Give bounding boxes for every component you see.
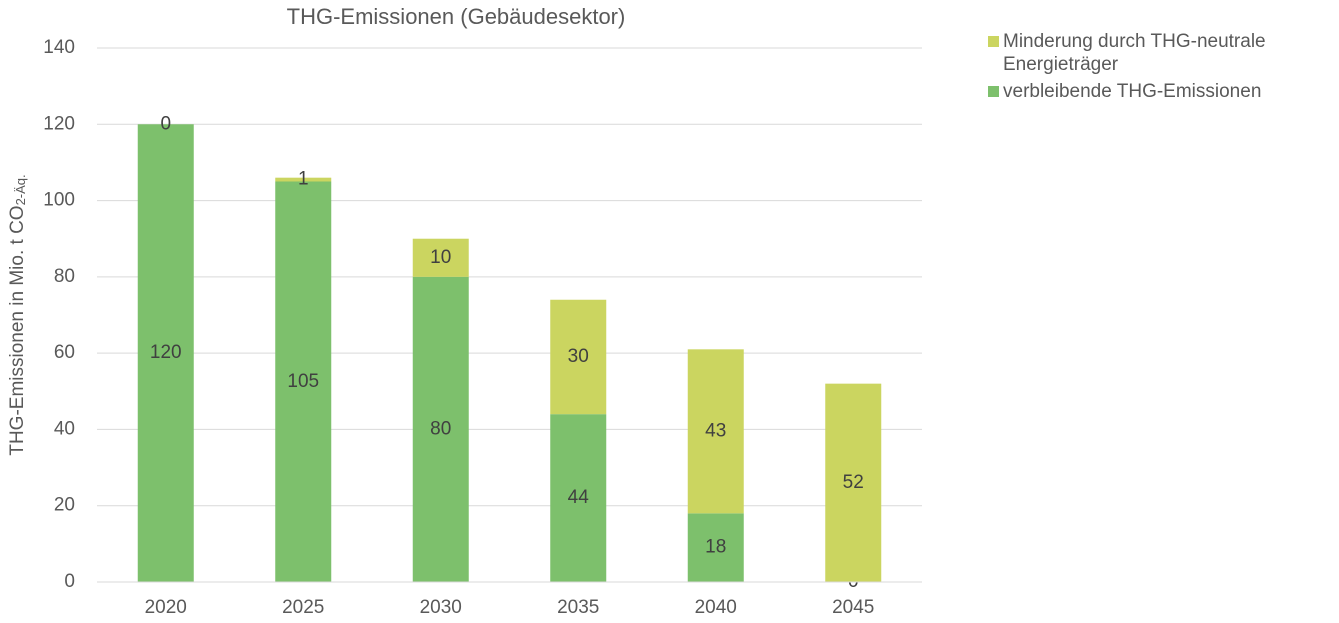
bar-segment — [825, 383, 882, 582]
data-label: 43 — [705, 420, 726, 441]
data-label: 52 — [843, 472, 864, 493]
chart-title: THG-Emissionen (Gebäudesektor) — [287, 4, 626, 29]
legend: Minderung durch THG-neutrale Energieträg… — [988, 30, 1333, 107]
y-tick-label: 80 — [54, 266, 75, 287]
data-label: 80 — [430, 418, 451, 439]
bar-segment — [550, 299, 607, 415]
data-label: 120 — [150, 342, 182, 363]
x-tick-label: 2045 — [832, 597, 874, 618]
bar-segment — [687, 513, 744, 582]
y-tick-label: 20 — [54, 495, 75, 516]
bar-segment — [412, 238, 469, 277]
y-tick-label: 120 — [43, 113, 75, 134]
bar-segment — [550, 414, 607, 582]
x-tick-label: 2030 — [420, 597, 462, 618]
legend-item: verbleibende THG-Emissionen — [988, 80, 1333, 103]
bar-segment — [275, 177, 332, 182]
x-tick-label: 2040 — [695, 597, 737, 618]
data-label: 10 — [430, 247, 451, 268]
y-axis-label-main: THG-Emissionen in Mio. t CO — [7, 205, 28, 455]
legend-swatch — [988, 86, 999, 97]
bar-segment — [275, 181, 332, 582]
x-tick-label: 2025 — [282, 597, 324, 618]
data-label: 44 — [568, 487, 590, 508]
legend-label: verbleibende THG-Emissionen — [1003, 81, 1262, 102]
y-tick-label: 0 — [64, 571, 75, 592]
data-label: 18 — [705, 537, 726, 558]
legend-item: Minderung durch THG-neutrale Energieträg… — [988, 30, 1333, 76]
bar-segment — [687, 349, 744, 514]
y-tick-label: 40 — [54, 418, 75, 439]
y-axis-label: THG-Emissionen in Mio. t CO2-Äq. — [7, 174, 28, 455]
y-tick-label: 140 — [43, 37, 75, 58]
x-tick-label: 2020 — [145, 597, 187, 618]
x-tick-label: 2035 — [557, 597, 599, 618]
y-tick-label: 100 — [43, 190, 75, 211]
data-label: 0 — [160, 113, 171, 134]
legend-label: Minderung durch THG-neutrale Energieträg… — [1003, 31, 1266, 75]
data-label: 30 — [568, 346, 589, 367]
data-label: 105 — [287, 371, 319, 392]
bar-segment — [137, 124, 194, 583]
data-label: 1 — [298, 169, 309, 190]
legend-swatch — [988, 36, 999, 47]
y-axis-label-subscript: 2-Äq. — [13, 174, 28, 205]
y-tick-label: 60 — [54, 342, 75, 363]
bar-segment — [412, 276, 469, 582]
